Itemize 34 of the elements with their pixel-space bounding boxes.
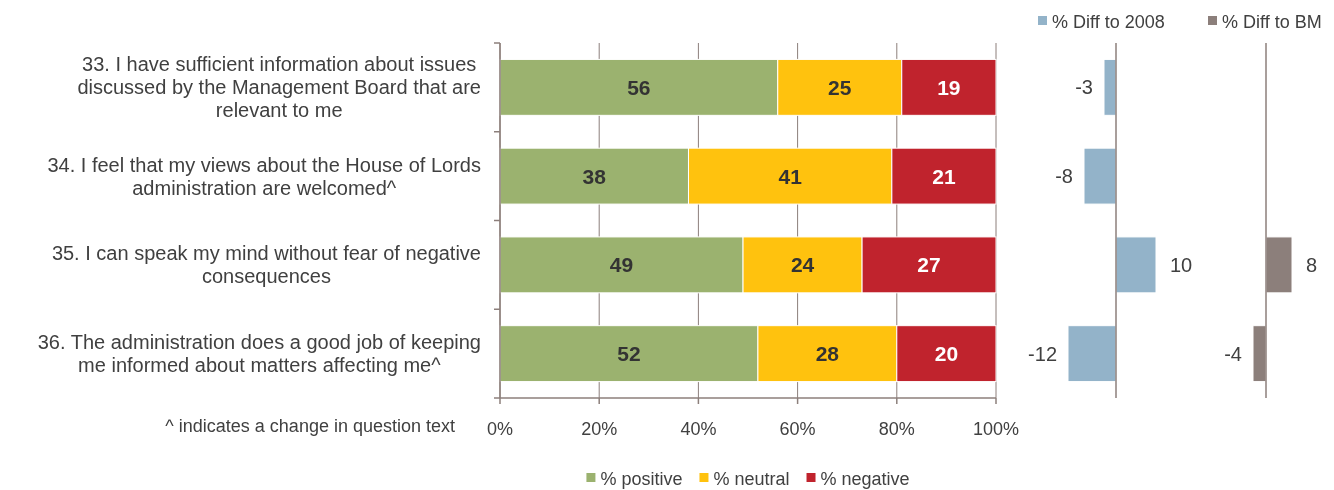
data-label: -8: [1055, 165, 1073, 188]
data-label: -4: [1224, 342, 1242, 365]
data-label: 49: [609, 253, 634, 277]
data-label: 20: [934, 342, 959, 366]
data-label: 21: [932, 164, 956, 188]
legend-label: % negative: [820, 469, 910, 489]
data-label: 52: [617, 342, 641, 366]
data-label: 19: [937, 75, 961, 99]
data-label: -3: [1075, 76, 1093, 99]
data-label: 8: [1306, 253, 1318, 276]
legend-label: % Diff to 2008: [1052, 12, 1165, 32]
text: ^ indicates a change in question text: [165, 416, 455, 436]
legend-label: % Diff to BM: [1222, 12, 1322, 32]
data-label: -12: [1028, 342, 1057, 365]
x-tick-label: 40%: [680, 419, 717, 439]
y-tick-label: 35. I can speak my mind without fear of negative consequences: [51, 242, 481, 288]
y-tick-label: 36. The administration does a good job of keeping me informed about matters affecting me^: [37, 331, 481, 377]
data-label: 24: [790, 253, 815, 277]
data-label: 41: [778, 164, 803, 188]
x-tick-label: 20%: [581, 419, 618, 439]
legend-label: % neutral: [713, 469, 790, 489]
data-label: 10: [1170, 253, 1193, 276]
data-label: 27: [917, 253, 941, 277]
data-label: 28: [815, 342, 840, 366]
x-tick-label: 80%: [878, 419, 915, 439]
x-tick-label: 60%: [779, 419, 816, 439]
data-label: 25: [828, 75, 852, 99]
y-tick-label: 34. I feel that my views about the House of Lords administration are welcomed^: [47, 153, 481, 199]
x-tick-label: 0%: [486, 419, 514, 439]
data-label: 56: [627, 75, 651, 99]
data-label: 38: [582, 164, 607, 188]
y-tick-label: 33. I have sufficient information about issues discussed by the Management Board that are relevant to me: [77, 53, 481, 122]
legend-label: % positive: [600, 469, 683, 489]
x-tick-label: 100%: [972, 419, 1020, 439]
